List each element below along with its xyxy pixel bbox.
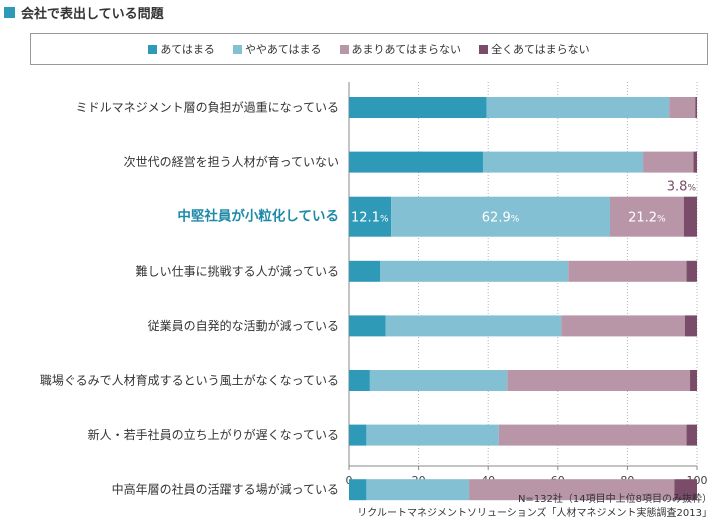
category-label-3: 難しい仕事に挑戦する人が減っている <box>136 263 339 278</box>
legend-swatch-3 <box>479 44 489 54</box>
bar-segment-0-0 <box>349 97 487 118</box>
bar-segment-6-0 <box>349 424 367 446</box>
category-label-2: 中堅社員が小粒化している <box>177 208 339 225</box>
bar-segment-5-1 <box>369 370 508 391</box>
bar-segment-1-1 <box>482 151 644 173</box>
category-label-5: 職場ぐるみで人材育成するという風土がなくなっている <box>40 373 339 388</box>
bar-segment-3-3 <box>686 260 697 282</box>
legend-swatch-0 <box>148 44 158 54</box>
bar-segment-2-2 <box>610 196 684 237</box>
legend-label-1: ややあてはまる <box>244 43 322 56</box>
bar-segment-6-3 <box>686 424 697 446</box>
legend-item-1: ややあてはまる <box>232 41 322 57</box>
legend-swatch-1 <box>232 44 242 54</box>
bar-segment-7-1 <box>366 479 470 501</box>
bar-segment-3-0 <box>349 260 381 282</box>
bar-segment-3-2 <box>568 260 687 282</box>
bar-segment-0-3 <box>695 97 697 118</box>
bar-segment-7-3 <box>674 479 697 501</box>
data-label-3: 3.8% <box>667 180 697 195</box>
legend-item-0: あてはまる <box>148 41 215 57</box>
bar-segment-4-3 <box>684 315 697 337</box>
bar-segment-5-3 <box>690 370 697 391</box>
bar-segment-3-1 <box>380 260 569 282</box>
legend-label-3: 全くあてはまらない <box>491 43 590 56</box>
sample-note: N=132社（14項目中上位8項目のみ抜粋） <box>517 494 712 505</box>
title-square-icon <box>4 6 15 18</box>
category-label-7: 中高年層の社員の活躍する場が減っている <box>112 482 339 497</box>
bar-segment-2-3 <box>683 196 697 237</box>
legend-label-0: あてはまる <box>160 43 215 56</box>
legend-item-3: 全くあてはまらない <box>479 41 590 57</box>
bar-segment-2-1 <box>391 196 610 237</box>
bar-segment-4-2 <box>561 315 685 337</box>
bar-segment-6-2 <box>498 424 687 446</box>
legend-item-2: あまりあてはまらない <box>339 41 462 57</box>
bar-segment-1-3 <box>693 151 697 173</box>
bar-segment-2-0 <box>349 196 392 237</box>
data-label-1: 62.9% <box>482 211 520 226</box>
data-label-0: 12.1% <box>351 211 389 226</box>
data-label-2: 21.2% <box>628 211 666 226</box>
chart-title-block: 会社で表出している問題 <box>4 3 164 22</box>
bar-segment-0-2 <box>669 97 696 118</box>
source-note: リクルートマネジメントソリューションズ「人材マネジメント実態調査2013」 <box>357 508 712 519</box>
category-label-0: ミドルマネジメント層の負担が過重になっている <box>76 100 339 115</box>
legend: あてはまる ややあてはまる あまりあてはまらない 全くあてはまらない <box>30 33 708 65</box>
bar-segment-4-1 <box>385 315 562 337</box>
chart-title: 会社で表出している問題 <box>21 6 164 22</box>
bar-segment-7-2 <box>469 479 675 501</box>
bar-segment-5-0 <box>349 370 370 391</box>
bar-segment-1-2 <box>643 151 694 173</box>
category-label-6: 新人・若手社員の立ち上がりが遅くなっている <box>88 427 339 442</box>
category-label-4: 従業員の自発的な活動が減っている <box>148 318 339 333</box>
bar-segment-4-0 <box>349 315 386 337</box>
category-label-1: 次世代の経営を担う人材が育っていない <box>124 154 339 169</box>
bar-segment-5-2 <box>507 370 691 391</box>
legend-swatch-2 <box>339 44 349 54</box>
legend-label-2: あまりあてはまらない <box>351 43 462 56</box>
bar-segment-0-1 <box>486 97 670 118</box>
bar-segment-6-1 <box>366 424 499 446</box>
bar-segment-7-0 <box>349 479 367 501</box>
bar-segment-1-0 <box>349 151 483 173</box>
